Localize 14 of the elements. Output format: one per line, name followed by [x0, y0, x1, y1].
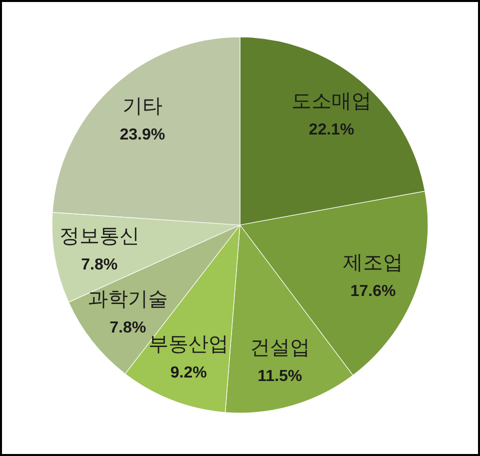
slice-label: 부동산업: [148, 331, 229, 356]
slice-label: 건설업: [250, 335, 310, 360]
data-label: 17.6%: [350, 283, 396, 300]
data-label: 9.2%: [170, 364, 207, 382]
slice-label: 제조업: [343, 250, 404, 274]
data-label: 22.1%: [308, 121, 354, 138]
slice-label: 기타: [122, 94, 162, 118]
data-label: 23.9%: [120, 126, 166, 144]
slice-label: 도소매업: [291, 88, 372, 112]
data-label: 7.8%: [110, 320, 146, 337]
data-label: 11.5%: [258, 368, 302, 386]
slice-label: 과학기술: [88, 286, 168, 311]
data-label: 7.8%: [81, 256, 118, 274]
slice-label: 정보통신: [59, 223, 140, 248]
